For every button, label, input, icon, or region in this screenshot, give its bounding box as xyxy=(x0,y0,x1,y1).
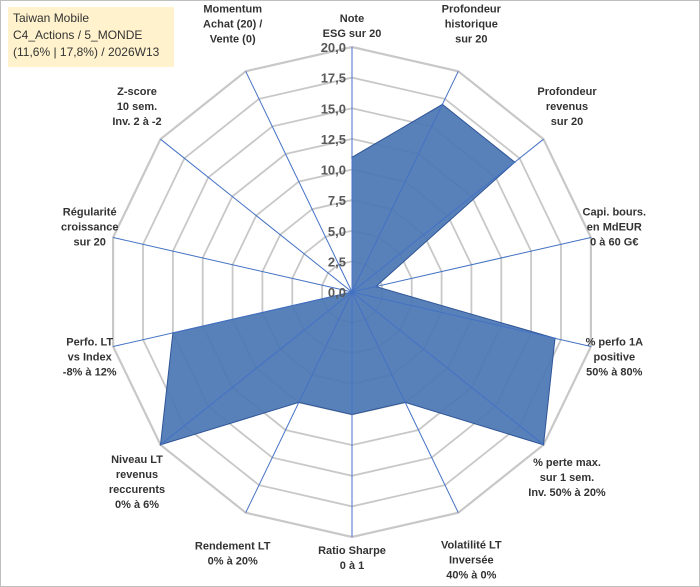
axis-label-line: 10 sem. xyxy=(117,101,157,113)
axis-label-line: revenus xyxy=(116,469,158,481)
axis-label-line: ESG sur 20 xyxy=(323,28,382,40)
axis-label-line: Inversée xyxy=(449,555,494,567)
axis-label-line: Profondeur xyxy=(537,86,597,98)
axis-label-line: Momentum xyxy=(203,4,262,16)
radar-tick-labels: 0,0 2,5 5,0 7,5 10,0 12,5 15,0 17,5 20,0 xyxy=(321,40,346,300)
tick-label: 10,0 xyxy=(321,163,346,178)
axis-label-5: % perfo 1A positive 50% à 80% xyxy=(586,336,644,378)
radar-axes xyxy=(112,47,592,537)
axis-spoke-3 xyxy=(351,138,544,293)
axis-label-6: % perte max. sur 1 sem. Inv. 50% à 20% xyxy=(528,457,606,499)
axis-label-line: -8% à 12% xyxy=(63,366,117,378)
axis-spoke-12 xyxy=(112,237,353,293)
axis-label-line: historique xyxy=(445,19,498,31)
axis-label-line: % perfo 1A xyxy=(586,336,644,348)
axis-label-line: sur 20 xyxy=(551,116,583,128)
axis-label-line: Inv. 50% à 20% xyxy=(528,487,606,499)
axis-label-line: Profondeur xyxy=(442,4,502,16)
axis-spoke-4 xyxy=(351,237,592,293)
axis-spoke-7 xyxy=(351,291,459,513)
axis-label-line: vs Index xyxy=(68,351,113,363)
axis-label-line: Régularité xyxy=(63,207,117,219)
radar-axis-labels: Note ESG sur 20 Profondeur historique sur 20… xyxy=(61,4,646,582)
axis-label-line: Note xyxy=(340,13,364,25)
axis-spoke-6 xyxy=(351,291,544,446)
radar-series xyxy=(159,103,556,446)
axis-label-line: sur 20 xyxy=(455,34,487,46)
portfolio-category: C4_Actions / 5_MONDE xyxy=(13,28,143,42)
axis-label-line: 0 à 1 xyxy=(340,560,364,572)
chart-title-box: Taiwan Mobile C4_Actions / 5_MONDE (11,6… xyxy=(8,7,174,67)
axis-label-line: Inv. 2 à -2 xyxy=(112,116,161,128)
axis-spoke-14 xyxy=(245,71,353,293)
axis-label-11: Perfo. LT vs Index -8% à 12% xyxy=(63,336,117,378)
axis-label-line: Niveau LT xyxy=(111,454,163,466)
axis-label-7: Volatilité LT Inversée 40% à 0% xyxy=(441,540,502,582)
axis-spoke-11 xyxy=(112,291,353,347)
axis-label-4: Capi. bours. en MdEUR 0 à 60 G€ xyxy=(583,207,647,249)
axis-label-3: Profondeur revenus sur 20 xyxy=(537,86,597,128)
axis-label-line: croissance xyxy=(61,222,118,234)
tick-label: 0,0 xyxy=(328,285,346,300)
tick-label: 5,0 xyxy=(328,224,346,239)
axis-label-line: Achat (20) / xyxy=(203,19,262,31)
axis-label-line: sur 1 sem. xyxy=(540,472,594,484)
axis-spoke-2 xyxy=(351,71,459,293)
axis-label-9: Rendement LT 0% à 20% xyxy=(195,540,271,567)
axis-label-2: Profondeur historique sur 20 xyxy=(442,4,502,46)
axis-label-line: reccurents xyxy=(109,484,165,496)
axis-label-line: Ratio Sharpe xyxy=(318,545,386,557)
series-area xyxy=(159,103,556,446)
axis-label-10: Niveau LT revenus reccurents 0% à 6% xyxy=(109,454,165,511)
axis-label-line: 0% à 6% xyxy=(115,499,159,511)
axis-label-line: Rendement LT xyxy=(195,540,271,552)
axis-label-line: 0% à 20% xyxy=(208,555,258,567)
axis-spoke-13 xyxy=(160,138,353,293)
axis-label-line: Z-score xyxy=(117,86,157,98)
performance-period: (11,6% | 17,8%) / 2026W13 xyxy=(13,45,160,59)
company-name: Taiwan Mobile xyxy=(13,11,90,25)
axis-label-12: Régularité croissance sur 20 xyxy=(61,207,118,249)
axis-label-1: Note ESG sur 20 xyxy=(323,13,382,40)
axis-label-8: Ratio Sharpe 0 à 1 xyxy=(318,545,386,572)
axis-label-line: Capi. bours. xyxy=(583,207,647,219)
axis-label-14: Momentum Achat (20) / Vente (0) xyxy=(203,4,262,46)
tick-label: 7,5 xyxy=(328,193,346,208)
axis-label-line: sur 20 xyxy=(73,237,105,249)
tick-label: 12,5 xyxy=(321,132,346,147)
axis-label-line: positive xyxy=(594,351,636,363)
axis-label-line: 0 à 60 G€ xyxy=(590,237,638,249)
tick-label: 15,0 xyxy=(321,101,346,116)
axis-label-line: 50% à 80% xyxy=(586,366,642,378)
axis-label-line: en MdEUR xyxy=(587,222,642,234)
axis-spoke-10 xyxy=(160,291,353,446)
axis-label-line: Volatilité LT xyxy=(441,540,502,552)
axis-spoke-5 xyxy=(351,291,592,347)
axis-label-line: 40% à 0% xyxy=(446,570,496,582)
axis-label-line: revenus xyxy=(546,101,588,113)
tick-label: 2,5 xyxy=(328,254,346,269)
axis-label-13: Z-score 10 sem. Inv. 2 à -2 xyxy=(112,86,161,128)
axis-label-line: Vente (0) xyxy=(210,34,256,46)
axis-spoke-9 xyxy=(245,291,353,513)
axis-label-line: % perte max. xyxy=(533,457,601,469)
tick-label: 17,5 xyxy=(321,71,346,86)
axis-label-line: Perfo. LT xyxy=(66,336,113,348)
tick-label: 20,0 xyxy=(321,40,346,55)
